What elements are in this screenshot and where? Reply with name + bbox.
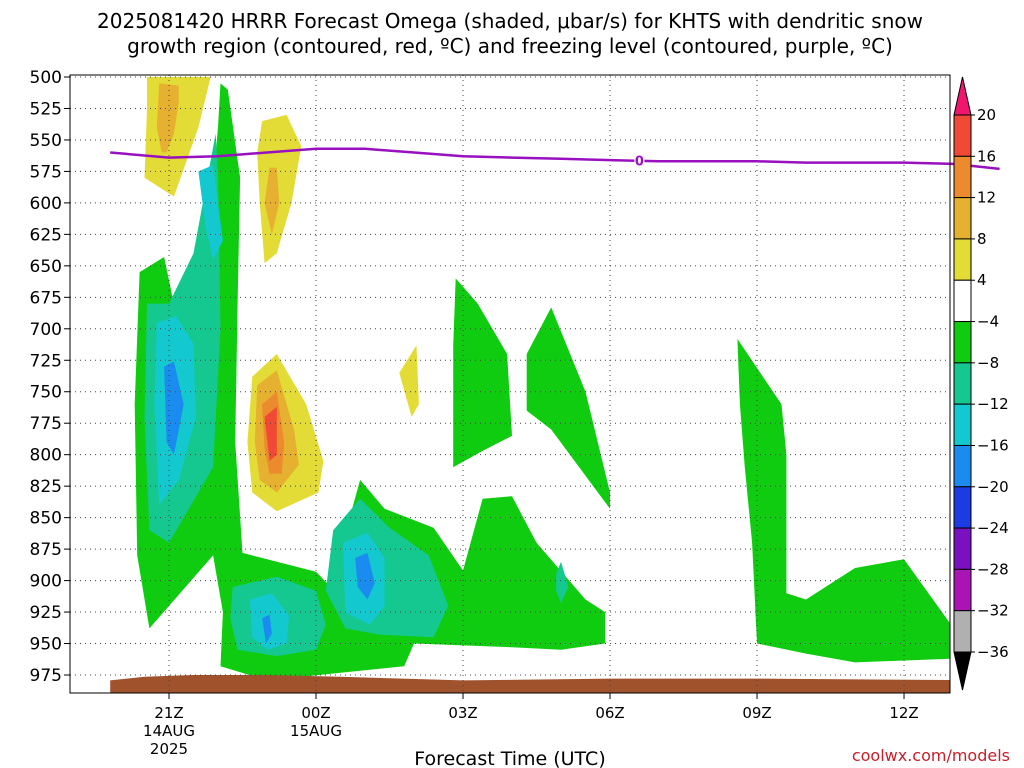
y-axis-pressure-ticks: 500 525 550 575 600 625 650 675 700 725 750 775 800 8…	[30, 68, 70, 686]
colorbar-top-triangle	[953, 76, 972, 116]
omega-region-19	[262, 614, 272, 644]
colorbar-label-9: −20	[977, 478, 1009, 496]
y-tick-label-625: 625	[30, 225, 62, 245]
colorbar-box-12	[953, 610, 972, 653]
y-tick-label-850: 850	[30, 509, 62, 529]
y-tick-label-600: 600	[30, 194, 62, 214]
y-tick-label-675: 675	[30, 288, 62, 308]
colorbar-label-13: −36	[977, 643, 1009, 661]
y-tick-label-500: 500	[30, 68, 62, 88]
colorbar-label-12: −32	[977, 602, 1009, 620]
chart-title-line-1: 2025081420 HRRR Forecast Omega (shaded, …	[97, 9, 923, 33]
omega-region-20	[556, 561, 569, 604]
freezing-level-contour: 0	[110, 147, 1000, 171]
colorbar-box-4	[953, 279, 972, 323]
colorbar-label-2: 12	[977, 189, 996, 207]
ground-fill	[110, 675, 950, 693]
colorbar-label-7: −12	[977, 395, 1009, 413]
colorbar-box-6	[953, 362, 972, 405]
colorbar-label-11: −28	[977, 560, 1009, 578]
ground-terrain	[110, 675, 950, 693]
x-tick-label-03Z: 03Z	[448, 704, 477, 722]
colorbar-box-0	[953, 114, 972, 157]
x-axis-label: Forecast Time (UTC)	[414, 748, 605, 768]
freezing-level-label: 0	[635, 155, 644, 170]
colorbar-label-0: 20	[977, 106, 996, 124]
omega-region-2	[257, 114, 302, 264]
plot-frame	[69, 74, 951, 694]
y-tick-label-650: 650	[30, 257, 62, 277]
omega-shaded-regions	[134, 77, 950, 681]
colorbar-box-10	[953, 527, 972, 570]
colorbar-label-1: 16	[977, 147, 996, 165]
omega-region-22	[526, 307, 610, 509]
omega-region-13	[164, 361, 184, 455]
colorbar-bottom-triangle	[953, 651, 972, 691]
y-tick-label-900: 900	[30, 572, 62, 592]
omega-region-21	[453, 278, 512, 468]
x-tick-label-06Z: 06Z	[595, 704, 624, 722]
y-tick-label-775: 775	[30, 414, 62, 434]
colorbar-box-8	[953, 444, 972, 488]
chart-title-line-2: growth region (contoured, red, ºC) and f…	[127, 34, 893, 58]
freezing-level-line	[110, 147, 1000, 171]
colorbar-box-7	[953, 403, 972, 446]
colorbar-label-8: −16	[977, 436, 1009, 454]
x-tick-date-00Z-0: 15AUG	[290, 722, 342, 740]
y-tick-label-725: 725	[30, 351, 62, 371]
colorbar-box-3	[953, 238, 972, 281]
y-tick-label-525: 525	[30, 99, 62, 119]
colorbar-label-3: 8	[977, 230, 987, 248]
y-tick-label-800: 800	[30, 446, 62, 466]
x-tick-date-21Z-0: 14AUG	[143, 722, 195, 740]
y-tick-label-825: 825	[30, 477, 62, 497]
colorbar-label-6: −8	[977, 354, 999, 372]
omega-region-3	[264, 167, 280, 235]
credit-text: coolwx.com/models	[852, 746, 1010, 765]
omega-region-9	[134, 83, 606, 681]
colorbar: 20 16 12 8 4 −4 −8 −12 −16 −20 −24 −28 −32 −36	[953, 76, 1009, 691]
y-tick-label-700: 700	[30, 320, 62, 340]
colorbar-label-5: −4	[977, 313, 999, 331]
y-tick-label-925: 925	[30, 603, 62, 623]
colorbar-box-2	[953, 197, 972, 240]
colorbar-box-9	[953, 486, 972, 529]
x-tick-label-00Z: 00Z	[301, 704, 330, 722]
colorbar-label-10: −24	[977, 519, 1009, 537]
colorbar-box-5	[953, 321, 972, 364]
colorbar-box-11	[953, 568, 972, 612]
x-tick-label-12Z: 12Z	[889, 704, 918, 722]
y-tick-label-750: 750	[30, 383, 62, 403]
y-tick-label-975: 975	[30, 666, 62, 686]
omega-region-7	[264, 406, 277, 461]
y-tick-label-950: 950	[30, 635, 62, 655]
y-tick-label-550: 550	[30, 131, 62, 151]
colorbar-box-1	[953, 155, 972, 199]
omega-region-1	[156, 83, 179, 153]
colorbar-label-4: 4	[977, 271, 987, 289]
y-tick-label-875: 875	[30, 540, 62, 560]
x-tick-label-21Z: 21Z	[154, 704, 183, 722]
x-tick-label-09Z: 09Z	[742, 704, 771, 722]
gridlines	[70, 75, 950, 693]
omega-region-23	[737, 338, 950, 663]
freezing-level-label-bg	[634, 153, 645, 168]
omega-region-16	[355, 552, 375, 600]
x-tick-date-21Z-1: 2025	[150, 740, 188, 758]
omega-region-8	[399, 345, 419, 417]
y-tick-label-575: 575	[30, 162, 62, 182]
omega-region-12	[198, 165, 223, 260]
